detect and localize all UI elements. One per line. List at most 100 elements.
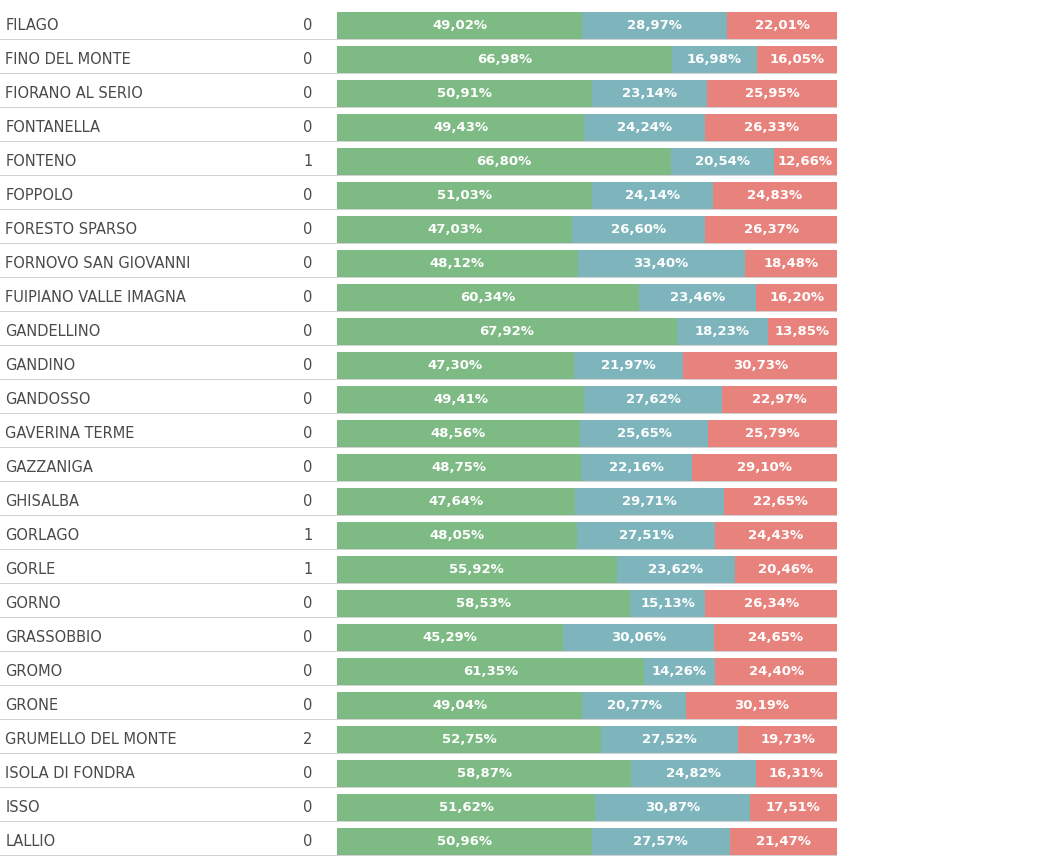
Text: 0: 0 xyxy=(303,834,313,849)
Text: 22,01%: 22,01% xyxy=(755,19,810,32)
Text: 30,19%: 30,19% xyxy=(734,699,789,712)
Text: 26,34%: 26,34% xyxy=(743,597,799,610)
Text: 26,60%: 26,60% xyxy=(611,223,667,236)
Bar xyxy=(714,624,837,650)
Text: FINO DEL MONTE: FINO DEL MONTE xyxy=(5,52,131,67)
Text: 0: 0 xyxy=(303,596,313,611)
Bar xyxy=(563,624,714,650)
Bar xyxy=(337,114,584,140)
Text: 0: 0 xyxy=(303,18,313,33)
Text: 0: 0 xyxy=(303,766,313,781)
Bar xyxy=(581,454,692,480)
Bar xyxy=(582,692,687,719)
Bar xyxy=(632,760,756,786)
Bar xyxy=(580,420,708,447)
Text: GANDOSSO: GANDOSSO xyxy=(5,392,91,407)
Bar xyxy=(337,81,592,107)
Text: 27,57%: 27,57% xyxy=(634,835,689,848)
Text: 48,56%: 48,56% xyxy=(431,427,486,440)
Text: 0: 0 xyxy=(303,460,313,475)
Text: GORLAGO: GORLAGO xyxy=(5,528,80,543)
Text: 16,98%: 16,98% xyxy=(687,53,742,66)
Bar xyxy=(577,522,715,549)
Text: 48,12%: 48,12% xyxy=(430,257,484,270)
Bar xyxy=(671,148,774,175)
Bar xyxy=(584,387,722,413)
Text: 21,97%: 21,97% xyxy=(601,359,656,372)
Bar xyxy=(708,420,837,447)
Text: 26,33%: 26,33% xyxy=(743,121,799,134)
Text: 24,65%: 24,65% xyxy=(748,631,803,644)
Text: 67,92%: 67,92% xyxy=(479,325,534,338)
Text: 48,05%: 48,05% xyxy=(430,529,484,542)
Bar xyxy=(750,794,837,820)
Bar xyxy=(643,658,715,685)
Text: 0: 0 xyxy=(303,52,313,67)
Bar xyxy=(337,318,677,345)
Text: 18,23%: 18,23% xyxy=(695,325,750,338)
Text: 66,98%: 66,98% xyxy=(477,53,532,66)
Text: 17,51%: 17,51% xyxy=(766,801,820,814)
Text: 21,47%: 21,47% xyxy=(756,835,811,848)
Text: 45,29%: 45,29% xyxy=(423,631,478,644)
Text: FORESTO SPARSO: FORESTO SPARSO xyxy=(5,222,137,237)
Text: 25,79%: 25,79% xyxy=(746,427,800,440)
Bar xyxy=(757,47,837,73)
Bar xyxy=(337,352,574,379)
Text: 25,65%: 25,65% xyxy=(617,427,672,440)
Bar xyxy=(706,590,837,616)
Bar xyxy=(575,488,723,515)
Text: 0: 0 xyxy=(303,324,313,339)
Text: FIORANO AL SERIO: FIORANO AL SERIO xyxy=(5,86,143,101)
Bar xyxy=(756,284,837,310)
Bar xyxy=(337,148,671,175)
Text: 51,62%: 51,62% xyxy=(439,801,494,814)
Text: GRASSOBBIO: GRASSOBBIO xyxy=(5,630,102,645)
Text: 0: 0 xyxy=(303,698,313,713)
Bar xyxy=(337,794,595,820)
Bar xyxy=(774,148,837,175)
Bar xyxy=(722,387,837,413)
Text: 29,71%: 29,71% xyxy=(622,495,677,508)
Bar xyxy=(337,12,582,39)
Text: 52,75%: 52,75% xyxy=(441,733,496,746)
Text: 55,92%: 55,92% xyxy=(450,563,504,576)
Text: 27,51%: 27,51% xyxy=(619,529,674,542)
Bar xyxy=(337,454,581,480)
Text: 49,04%: 49,04% xyxy=(432,699,488,712)
Bar xyxy=(582,12,727,39)
Bar xyxy=(337,727,601,753)
Text: GRUMELLO DEL MONTE: GRUMELLO DEL MONTE xyxy=(5,732,177,746)
Bar xyxy=(639,284,756,310)
Bar xyxy=(337,284,639,310)
Text: 33,40%: 33,40% xyxy=(634,257,689,270)
Text: FUIPIANO VALLE IMAGNA: FUIPIANO VALLE IMAGNA xyxy=(5,290,186,305)
Text: 0: 0 xyxy=(303,86,313,101)
Text: 0: 0 xyxy=(303,800,313,815)
Text: 20,46%: 20,46% xyxy=(758,563,814,576)
Text: 1: 1 xyxy=(303,562,313,577)
Text: 27,62%: 27,62% xyxy=(625,393,680,406)
Bar xyxy=(592,182,713,209)
Bar xyxy=(730,828,837,855)
Text: 47,30%: 47,30% xyxy=(428,359,483,372)
Bar xyxy=(337,692,582,719)
Text: GROMO: GROMO xyxy=(5,664,62,679)
Text: 0: 0 xyxy=(303,494,313,509)
Text: GAVERINA TERME: GAVERINA TERME xyxy=(5,426,135,441)
Text: GHISALBA: GHISALBA xyxy=(5,494,79,509)
Bar xyxy=(727,12,837,39)
Bar xyxy=(337,557,617,583)
Text: 50,91%: 50,91% xyxy=(437,88,492,100)
Bar xyxy=(337,828,592,855)
Text: 51,03%: 51,03% xyxy=(437,189,492,202)
Text: 24,24%: 24,24% xyxy=(617,121,672,134)
Text: 18,48%: 18,48% xyxy=(763,257,818,270)
Text: 30,73%: 30,73% xyxy=(733,359,788,372)
Text: 25,95%: 25,95% xyxy=(744,88,799,100)
Text: 0: 0 xyxy=(303,188,313,203)
Bar xyxy=(672,47,757,73)
Bar xyxy=(337,217,572,243)
Bar xyxy=(584,114,706,140)
Text: 28,97%: 28,97% xyxy=(628,19,682,32)
